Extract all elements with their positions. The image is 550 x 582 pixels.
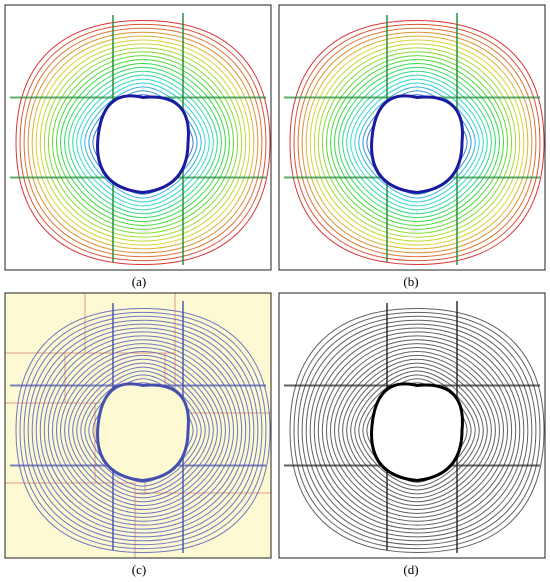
contour-panel (278, 292, 546, 559)
contour-line (84, 374, 202, 487)
contour-line (334, 350, 500, 511)
contour-line (43, 335, 243, 526)
panel-frame (4, 292, 272, 559)
contour-line (329, 59, 505, 226)
contour-line (64, 66, 222, 219)
contour-line (309, 327, 525, 534)
contour-line (354, 82, 480, 203)
contour-line (358, 374, 476, 487)
contour-line (325, 343, 509, 518)
panel-frame (4, 4, 272, 271)
contour-line (80, 82, 206, 203)
contour-line (55, 59, 231, 226)
contour-line (293, 311, 541, 550)
contour-line (15, 19, 271, 266)
panel-label: (d) (403, 562, 418, 577)
contour-line (35, 327, 251, 534)
contour-line (15, 307, 271, 554)
contour-line (317, 47, 517, 238)
contour-line (313, 43, 521, 242)
contour-line (301, 319, 533, 542)
contour-line (84, 86, 202, 199)
panel-frame (278, 292, 546, 559)
bubble (370, 94, 464, 195)
contour-line (350, 366, 484, 495)
contour-line (51, 343, 235, 518)
contour-line (31, 35, 255, 250)
contour-line (27, 319, 259, 542)
panel-frame (278, 4, 546, 271)
contour-line (76, 366, 210, 495)
contour-line (19, 23, 267, 262)
contour-line (68, 70, 218, 215)
contour-line (297, 315, 537, 546)
contour-line (27, 31, 259, 254)
contour-line (39, 43, 247, 242)
contour-line (289, 307, 545, 554)
contour-line (47, 51, 239, 234)
contour-line (329, 347, 505, 514)
contour-line (293, 23, 541, 262)
contour-line (35, 39, 251, 246)
bubble (96, 94, 190, 195)
contour-line (297, 27, 537, 258)
contour-line (64, 354, 222, 507)
contour-line (301, 31, 533, 254)
panel-label: (c) (132, 562, 146, 577)
bubble (370, 382, 464, 483)
contour-line (51, 55, 235, 230)
contour-line (358, 86, 476, 199)
contour-line (305, 323, 529, 538)
contour-line (68, 358, 218, 503)
contour-line (317, 335, 517, 526)
contour-line (31, 323, 255, 538)
contour-line (313, 331, 521, 530)
contour-line (47, 339, 239, 522)
contour-line (321, 339, 513, 522)
contour-panel (278, 4, 546, 271)
contour-line (23, 315, 263, 546)
contour-line (39, 331, 247, 530)
contour-line (338, 354, 496, 507)
panel-label: (a) (132, 274, 146, 289)
contour-line (305, 35, 529, 250)
contour-line (43, 47, 243, 238)
contour-line (321, 51, 513, 234)
contour-line (338, 66, 496, 219)
contour-line (350, 78, 484, 207)
contour-line (19, 311, 267, 550)
bubble (96, 382, 190, 483)
contour-line (334, 62, 500, 223)
contour-line (55, 347, 231, 514)
contour-line (342, 70, 492, 215)
panel-label: (b) (403, 274, 418, 289)
contour-line (325, 55, 509, 230)
contour-line (23, 27, 263, 258)
contour-line (60, 62, 226, 223)
contour-line (342, 358, 492, 503)
contour-line (289, 19, 545, 266)
contour-line (76, 78, 210, 207)
contour-line (354, 370, 480, 491)
contour-line (309, 39, 525, 246)
contour-panel (4, 4, 272, 271)
contour-panel (4, 292, 272, 559)
contour-line (60, 350, 226, 511)
contour-line (80, 370, 206, 491)
